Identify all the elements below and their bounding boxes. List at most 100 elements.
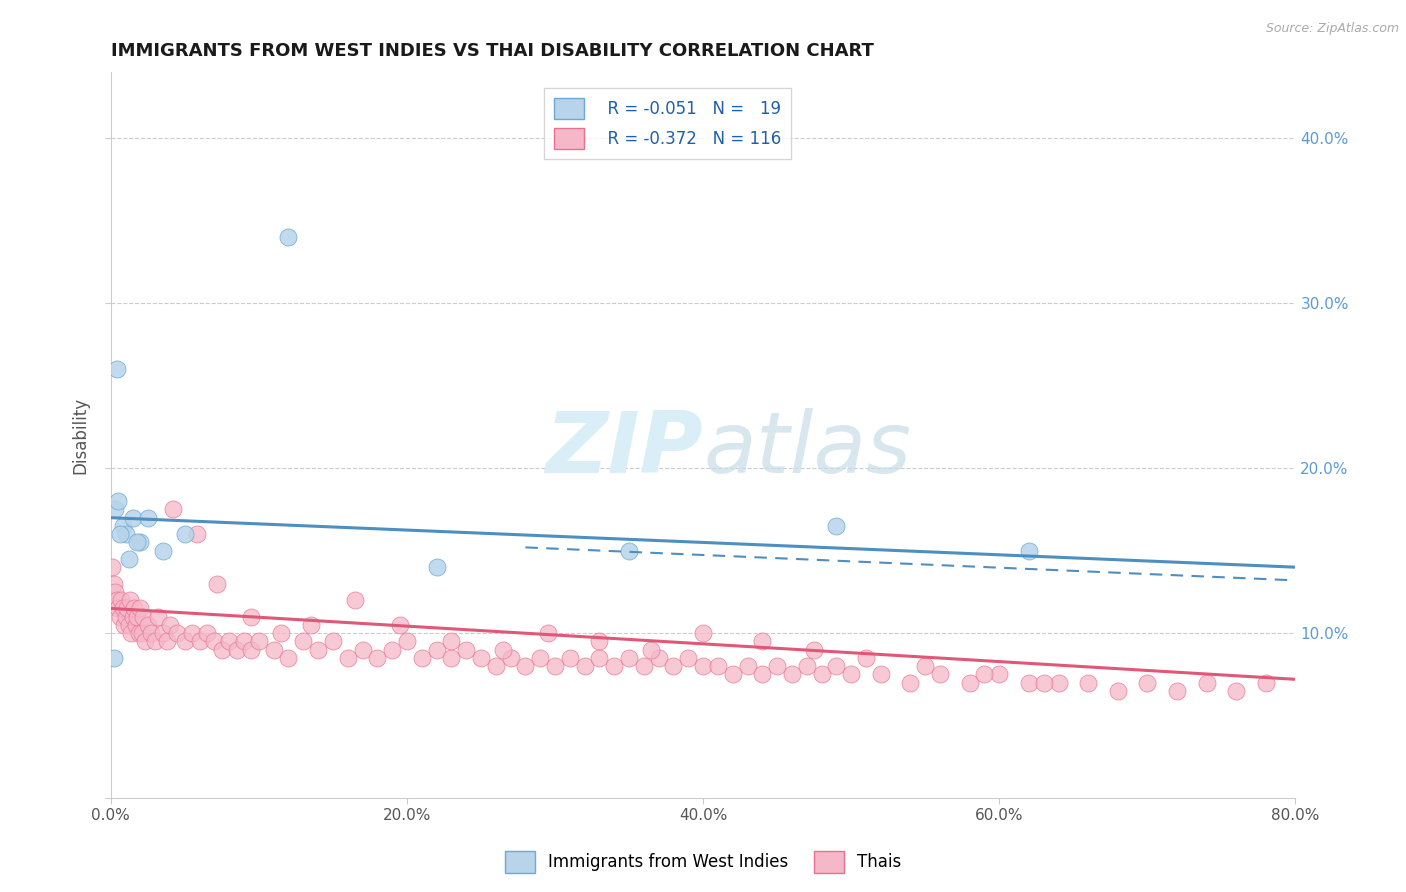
Point xyxy=(1107,684,1129,698)
Point xyxy=(211,642,233,657)
Text: ZIP: ZIP xyxy=(546,409,703,491)
Point xyxy=(240,609,263,624)
Point xyxy=(707,659,730,673)
Point xyxy=(136,618,159,632)
Point xyxy=(470,651,492,665)
Point xyxy=(107,601,129,615)
Point xyxy=(152,626,174,640)
Point xyxy=(678,651,700,665)
Point xyxy=(127,535,149,549)
Point xyxy=(440,634,463,648)
Point xyxy=(247,634,270,648)
Point xyxy=(270,626,292,640)
Point xyxy=(122,609,145,624)
Point xyxy=(456,642,478,657)
Point xyxy=(900,675,922,690)
Point xyxy=(129,601,152,615)
Point xyxy=(299,618,322,632)
Point xyxy=(617,651,640,665)
Point xyxy=(352,642,374,657)
Text: Source: ZipAtlas.com: Source: ZipAtlas.com xyxy=(1265,22,1399,36)
Point xyxy=(1195,675,1218,690)
Point xyxy=(240,642,263,657)
Point xyxy=(1018,675,1040,690)
Point xyxy=(855,651,877,665)
Point xyxy=(104,585,127,599)
Point xyxy=(159,618,181,632)
Point xyxy=(381,642,404,657)
Point xyxy=(162,502,184,516)
Point xyxy=(588,651,610,665)
Point xyxy=(101,560,124,574)
Point xyxy=(796,659,818,673)
Point xyxy=(751,667,773,681)
Point xyxy=(825,519,848,533)
Point xyxy=(121,626,143,640)
Point xyxy=(173,527,195,541)
Point xyxy=(125,618,148,632)
Point xyxy=(395,634,418,648)
Point xyxy=(1166,684,1188,698)
Point xyxy=(1032,675,1054,690)
Point xyxy=(122,510,145,524)
Point xyxy=(186,527,208,541)
Point xyxy=(914,659,936,673)
Point xyxy=(574,659,596,673)
Legend:   R = -0.051   N =   19,   R = -0.372   N = 116: R = -0.051 N = 19, R = -0.372 N = 116 xyxy=(544,88,792,159)
Point xyxy=(263,642,285,657)
Point xyxy=(839,667,862,681)
Point xyxy=(1047,675,1070,690)
Point xyxy=(128,626,150,640)
Point xyxy=(117,552,139,566)
Point xyxy=(692,659,714,673)
Point xyxy=(136,510,159,524)
Text: atlas: atlas xyxy=(703,409,911,491)
Point xyxy=(114,609,136,624)
Point xyxy=(277,230,299,244)
Point xyxy=(973,667,995,681)
Text: IMMIGRANTS FROM WEST INDIES VS THAI DISABILITY CORRELATION CHART: IMMIGRANTS FROM WEST INDIES VS THAI DISA… xyxy=(111,42,873,60)
Point xyxy=(292,634,315,648)
Point xyxy=(129,535,152,549)
Point xyxy=(336,651,359,665)
Point xyxy=(633,659,655,673)
Point xyxy=(366,651,388,665)
Point xyxy=(225,642,247,657)
Point xyxy=(529,651,551,665)
Point xyxy=(988,667,1011,681)
Point xyxy=(411,651,433,665)
Point xyxy=(869,667,891,681)
Point xyxy=(143,634,166,648)
Point xyxy=(139,626,162,640)
Point xyxy=(134,634,156,648)
Legend: Immigrants from West Indies, Thais: Immigrants from West Indies, Thais xyxy=(498,845,908,880)
Point xyxy=(277,651,299,665)
Point xyxy=(104,502,127,516)
Point xyxy=(117,618,139,632)
Point xyxy=(188,634,211,648)
Point xyxy=(780,667,803,681)
Point xyxy=(825,659,848,673)
Point xyxy=(207,576,229,591)
Point xyxy=(103,576,125,591)
Point xyxy=(166,626,188,640)
Point xyxy=(425,642,447,657)
Point xyxy=(810,667,832,681)
Point xyxy=(388,618,411,632)
Point xyxy=(515,659,537,673)
Point xyxy=(1077,675,1099,690)
Point xyxy=(322,634,344,648)
Point xyxy=(1225,684,1247,698)
Point xyxy=(425,560,447,574)
Point xyxy=(132,609,155,624)
Point xyxy=(662,659,685,673)
Point xyxy=(105,593,128,607)
Point xyxy=(105,362,128,376)
Point xyxy=(110,593,132,607)
Point xyxy=(603,659,626,673)
Point xyxy=(492,642,515,657)
Point xyxy=(1018,543,1040,558)
Point xyxy=(108,527,131,541)
Point xyxy=(195,626,218,640)
Point xyxy=(617,543,640,558)
